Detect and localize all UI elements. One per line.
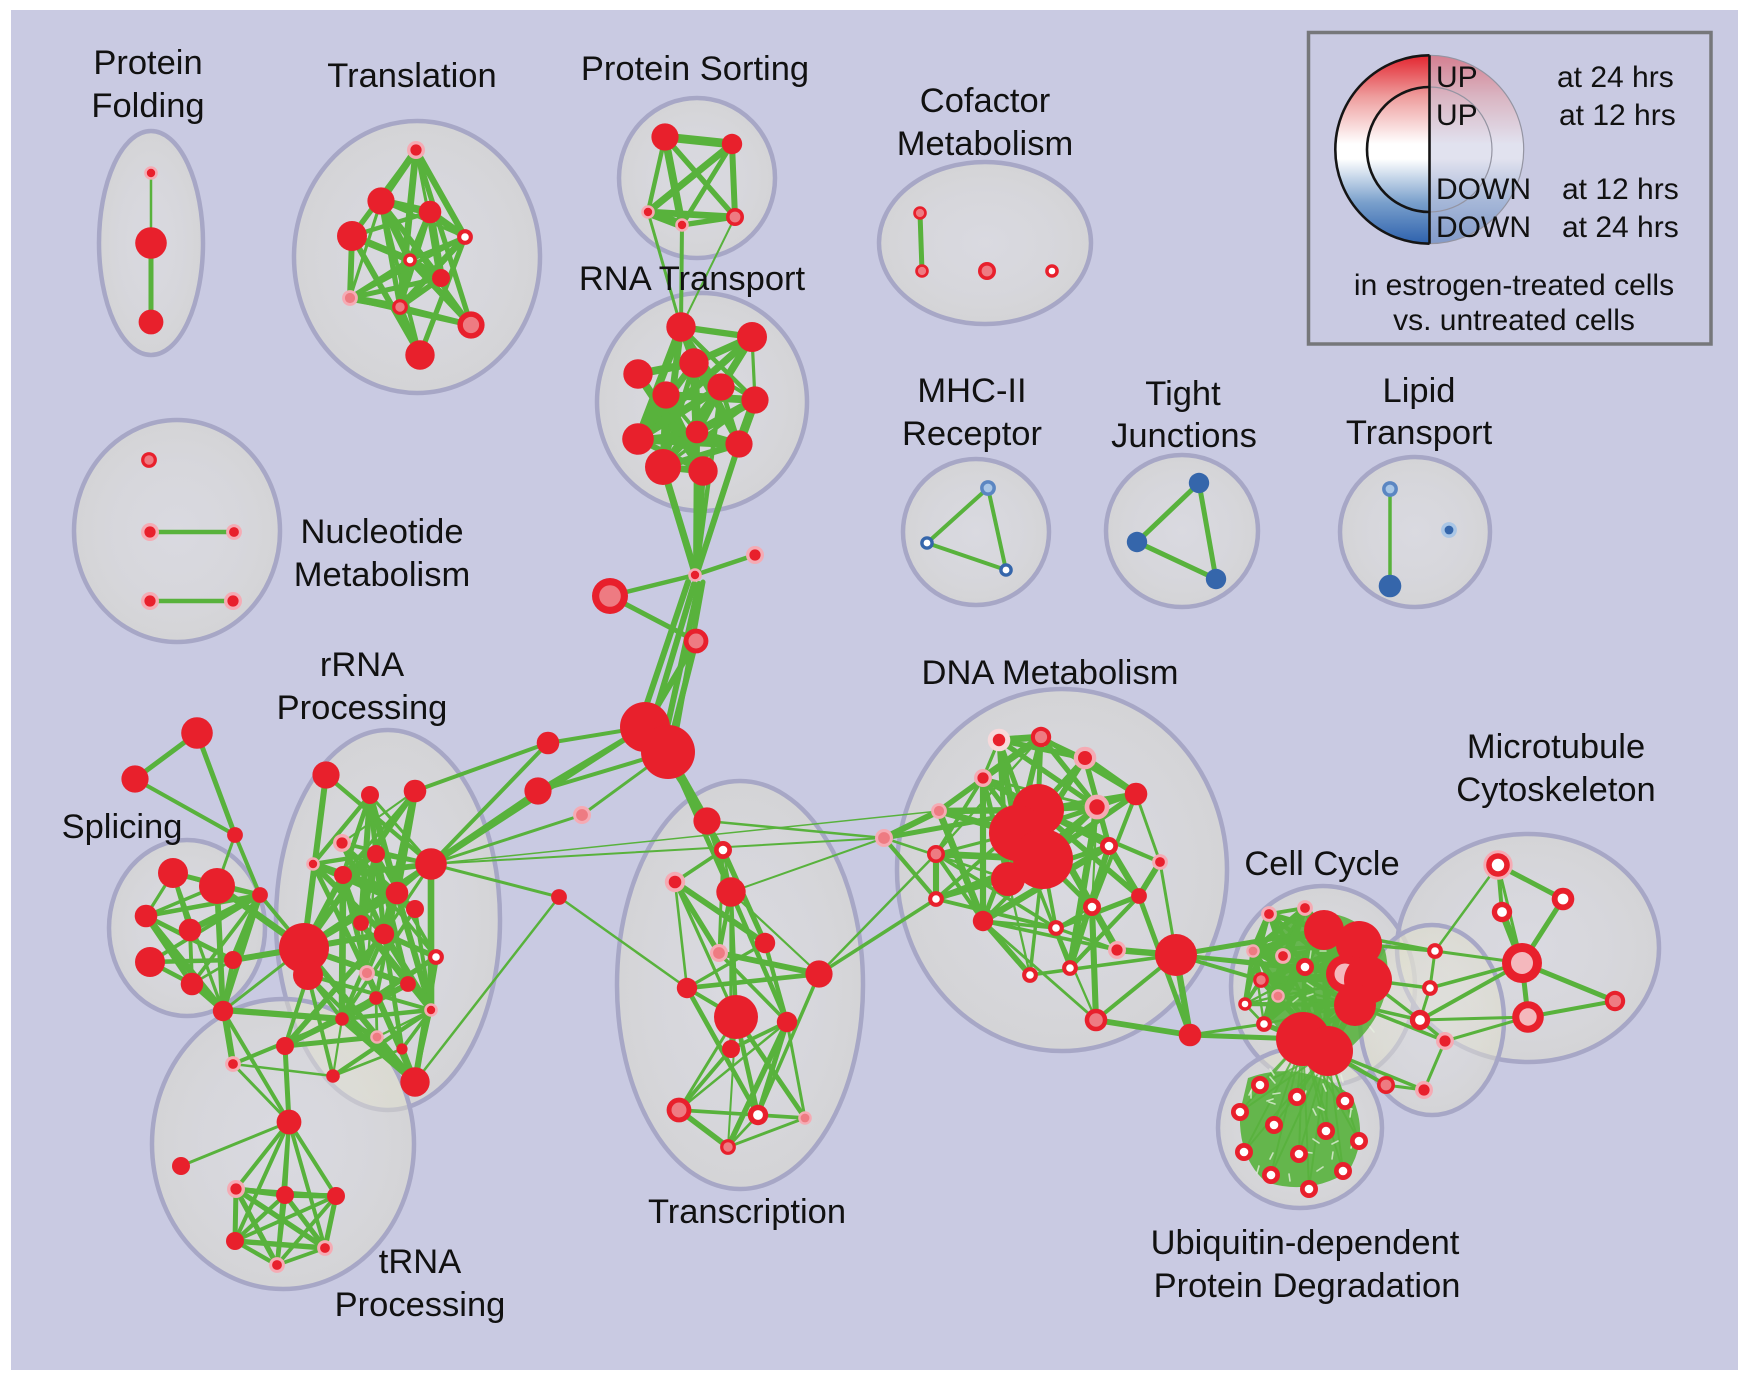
svg-text:Transport: Transport <box>1346 414 1493 452</box>
svg-text:Protein Degradation: Protein Degradation <box>1154 1267 1461 1305</box>
svg-text:Lipid: Lipid <box>1383 372 1456 410</box>
svg-text:UP: UP <box>1436 99 1478 132</box>
svg-text:Microtubule: Microtubule <box>1467 728 1645 766</box>
svg-text:at 12 hrs: at 12 hrs <box>1562 173 1679 206</box>
svg-text:vs. untreated cells: vs. untreated cells <box>1393 304 1635 337</box>
svg-text:Protein: Protein <box>93 44 202 82</box>
svg-text:Ubiquitin-dependent: Ubiquitin-dependent <box>1151 1224 1460 1262</box>
svg-text:UP: UP <box>1436 61 1478 94</box>
svg-text:Transcription: Transcription <box>648 1193 846 1231</box>
svg-text:tRNA: tRNA <box>379 1243 461 1281</box>
svg-text:Cell Cycle: Cell Cycle <box>1244 845 1399 883</box>
svg-text:Translation: Translation <box>327 57 496 95</box>
svg-text:DOWN: DOWN <box>1436 173 1531 206</box>
svg-text:Nucleotide: Nucleotide <box>300 513 463 551</box>
svg-text:Processing: Processing <box>277 689 448 727</box>
svg-text:at 24 hrs: at 24 hrs <box>1562 211 1679 244</box>
svg-text:Tight: Tight <box>1145 375 1221 413</box>
svg-text:Junctions: Junctions <box>1111 417 1257 455</box>
svg-text:Protein Sorting: Protein Sorting <box>581 50 809 88</box>
svg-text:Metabolism: Metabolism <box>897 125 1073 163</box>
svg-text:Metabolism: Metabolism <box>294 556 470 594</box>
svg-text:Cofactor: Cofactor <box>920 82 1050 120</box>
svg-text:in estrogen-treated cells: in estrogen-treated cells <box>1354 269 1674 302</box>
svg-text:at 24 hrs: at 24 hrs <box>1557 61 1674 94</box>
svg-text:at 12 hrs: at 12 hrs <box>1559 99 1676 132</box>
svg-text:Processing: Processing <box>335 1286 506 1324</box>
svg-text:MHC-II: MHC-II <box>917 372 1026 410</box>
svg-text:RNA Transport: RNA Transport <box>579 260 806 298</box>
svg-text:DNA Metabolism: DNA Metabolism <box>922 654 1179 692</box>
svg-text:Folding: Folding <box>91 87 204 125</box>
svg-text:rRNA: rRNA <box>320 646 404 684</box>
svg-text:Receptor: Receptor <box>902 415 1042 453</box>
svg-text:Cytoskeleton: Cytoskeleton <box>1456 771 1655 809</box>
svg-text:Splicing: Splicing <box>62 808 183 846</box>
svg-text:DOWN: DOWN <box>1436 211 1531 244</box>
